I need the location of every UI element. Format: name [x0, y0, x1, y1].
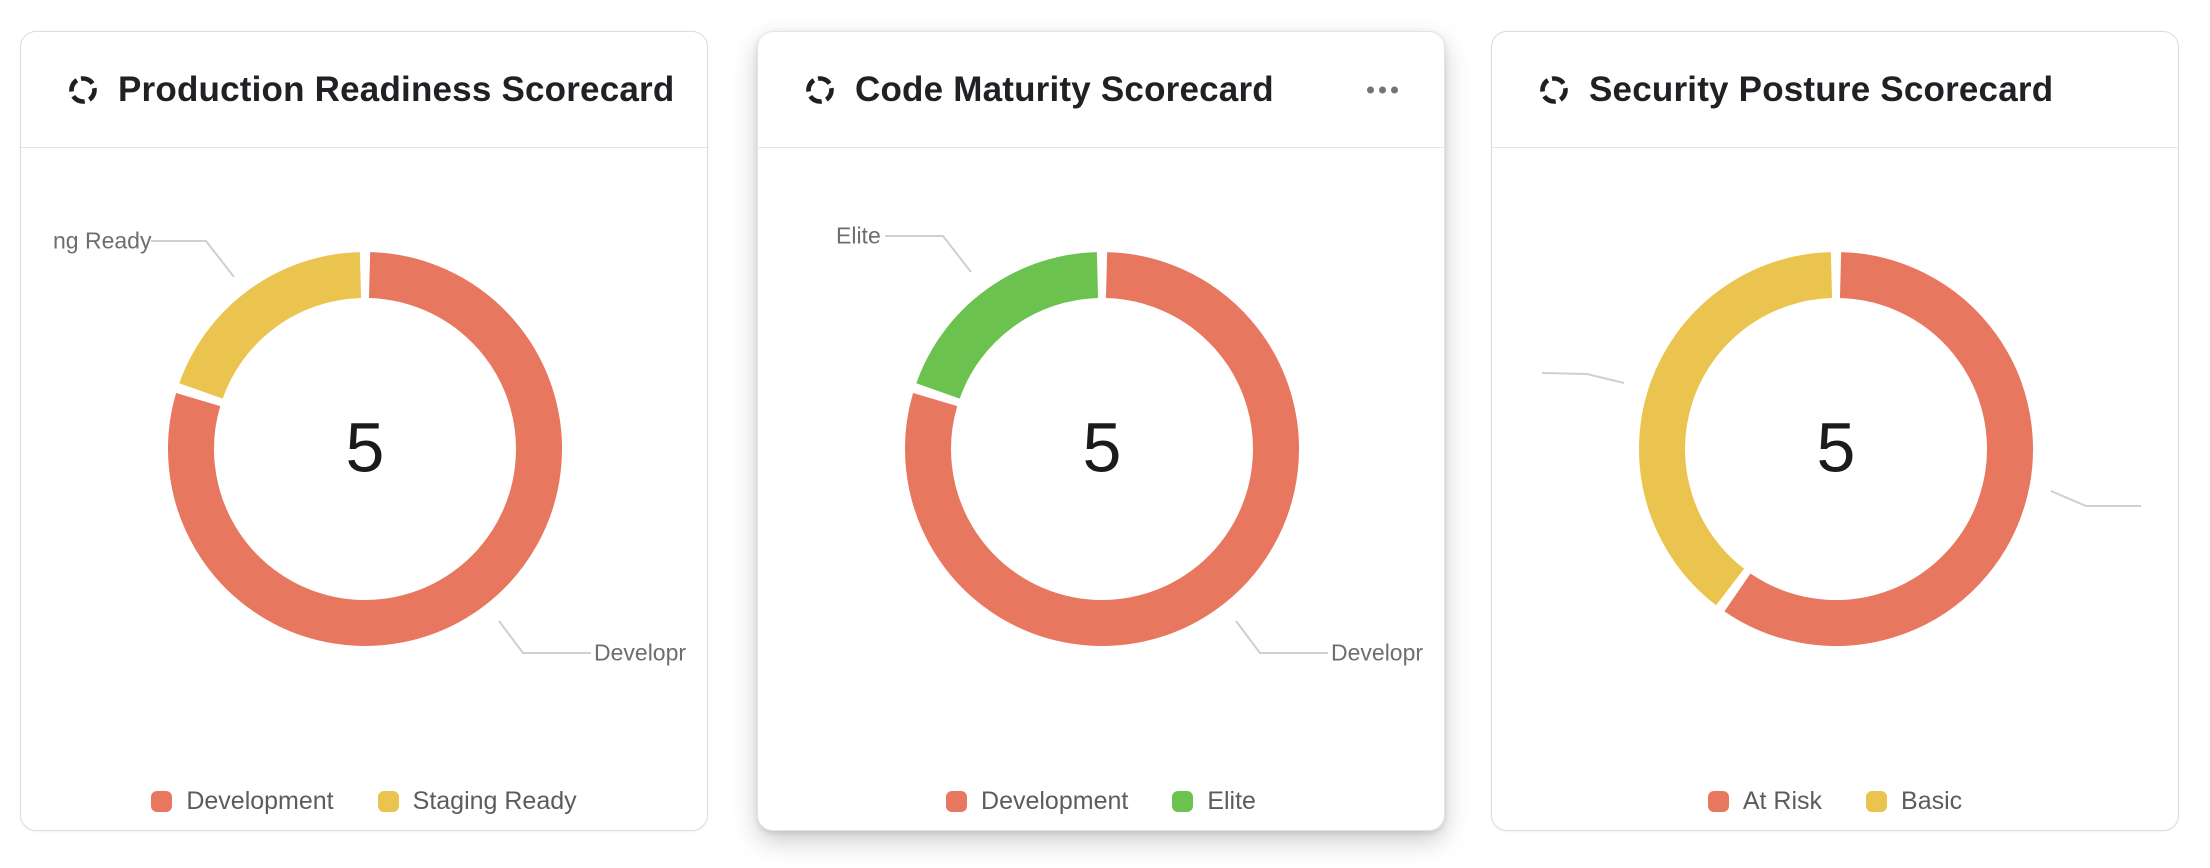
- card-title: Production Readiness Scorecard: [118, 69, 675, 109]
- card-title: Security Posture Scorecard: [1589, 69, 2054, 109]
- card-title: Code Maturity Scorecard: [855, 69, 1274, 109]
- legend-label: Development: [186, 787, 334, 815]
- slice-callout-label: Elite: [836, 222, 881, 249]
- chart-legend: Development Staging Ready: [21, 787, 707, 816]
- donut-slice-development[interactable]: [168, 252, 562, 646]
- donut-chart[interactable]: [1636, 249, 2036, 649]
- card-header: Code Maturity Scorecard: [758, 32, 1444, 148]
- legend-swatch: [1866, 791, 1888, 812]
- center-value: 5: [1816, 408, 1856, 487]
- legend-label: Elite: [1207, 787, 1256, 815]
- card-header: Security Posture Scorecard: [1492, 32, 2178, 148]
- donut-chart-icon: [69, 75, 97, 104]
- legend-item-staging-ready: Staging Ready: [377, 787, 577, 816]
- donut-chart[interactable]: [902, 249, 1302, 649]
- dot-icon: [1367, 86, 1374, 93]
- label-line: [2050, 490, 2141, 507]
- dot-icon: [1391, 86, 1398, 93]
- center-value: 5: [1082, 408, 1122, 487]
- donut-chart[interactable]: [165, 249, 565, 649]
- legend-swatch: [377, 791, 399, 812]
- card-body: 5 ng Ready Developr Development Staging R…: [21, 149, 707, 830]
- card-body: 5 Elite Developr Development Elite: [758, 149, 1444, 830]
- card-body: 5 At Risk Basic: [1492, 149, 2178, 830]
- slice-callout-label: Developr: [1331, 639, 1424, 666]
- dot-icon: [1379, 86, 1386, 93]
- legend-label: At Risk: [1742, 787, 1823, 815]
- chart-legend: Development Elite: [758, 787, 1444, 816]
- label-line: [1541, 372, 1625, 384]
- card-header: Production Readiness Scorecard: [21, 32, 707, 148]
- scorecard-card-security-posture[interactable]: Security Posture Scorecard 5 At Risk Basi…: [1491, 31, 2179, 831]
- legend-item-elite: Elite: [1172, 787, 1256, 816]
- scorecard-card-code-maturity[interactable]: Code Maturity Scorecard 5 Elite Developr…: [757, 31, 1445, 831]
- donut-slice-staging-ready[interactable]: [179, 252, 362, 400]
- legend-swatch: [1707, 791, 1729, 812]
- legend-label: Development: [981, 787, 1129, 815]
- chart-legend: At Risk Basic: [1492, 787, 2178, 816]
- legend-swatch: [151, 791, 173, 812]
- legend-label: Staging Ready: [412, 787, 577, 815]
- legend-label: Basic: [1901, 787, 1963, 815]
- legend-swatch: [946, 791, 968, 812]
- scorecard-card-production-readiness[interactable]: Production Readiness Scorecard 5 ng Read…: [20, 31, 708, 831]
- donut-chart-icon: [1540, 75, 1568, 104]
- center-value: 5: [345, 408, 385, 487]
- donut-chart-icon: [806, 75, 834, 104]
- slice-callout-label: Developr: [594, 639, 687, 666]
- donut-slice-elite[interactable]: [916, 252, 1099, 400]
- legend-item-at-risk: At Risk: [1707, 787, 1823, 816]
- legend-item-basic: Basic: [1866, 787, 1962, 816]
- donut-slice-at-risk[interactable]: [1724, 252, 2033, 646]
- more-options-button[interactable]: [1363, 78, 1402, 101]
- legend-swatch: [1172, 791, 1194, 812]
- slice-callout-label: ng Ready: [53, 227, 152, 254]
- donut-slice-development[interactable]: [905, 252, 1299, 646]
- donut-slice-basic[interactable]: [1639, 252, 1833, 606]
- legend-item-development: Development: [151, 787, 334, 816]
- legend-item-development: Development: [946, 787, 1128, 816]
